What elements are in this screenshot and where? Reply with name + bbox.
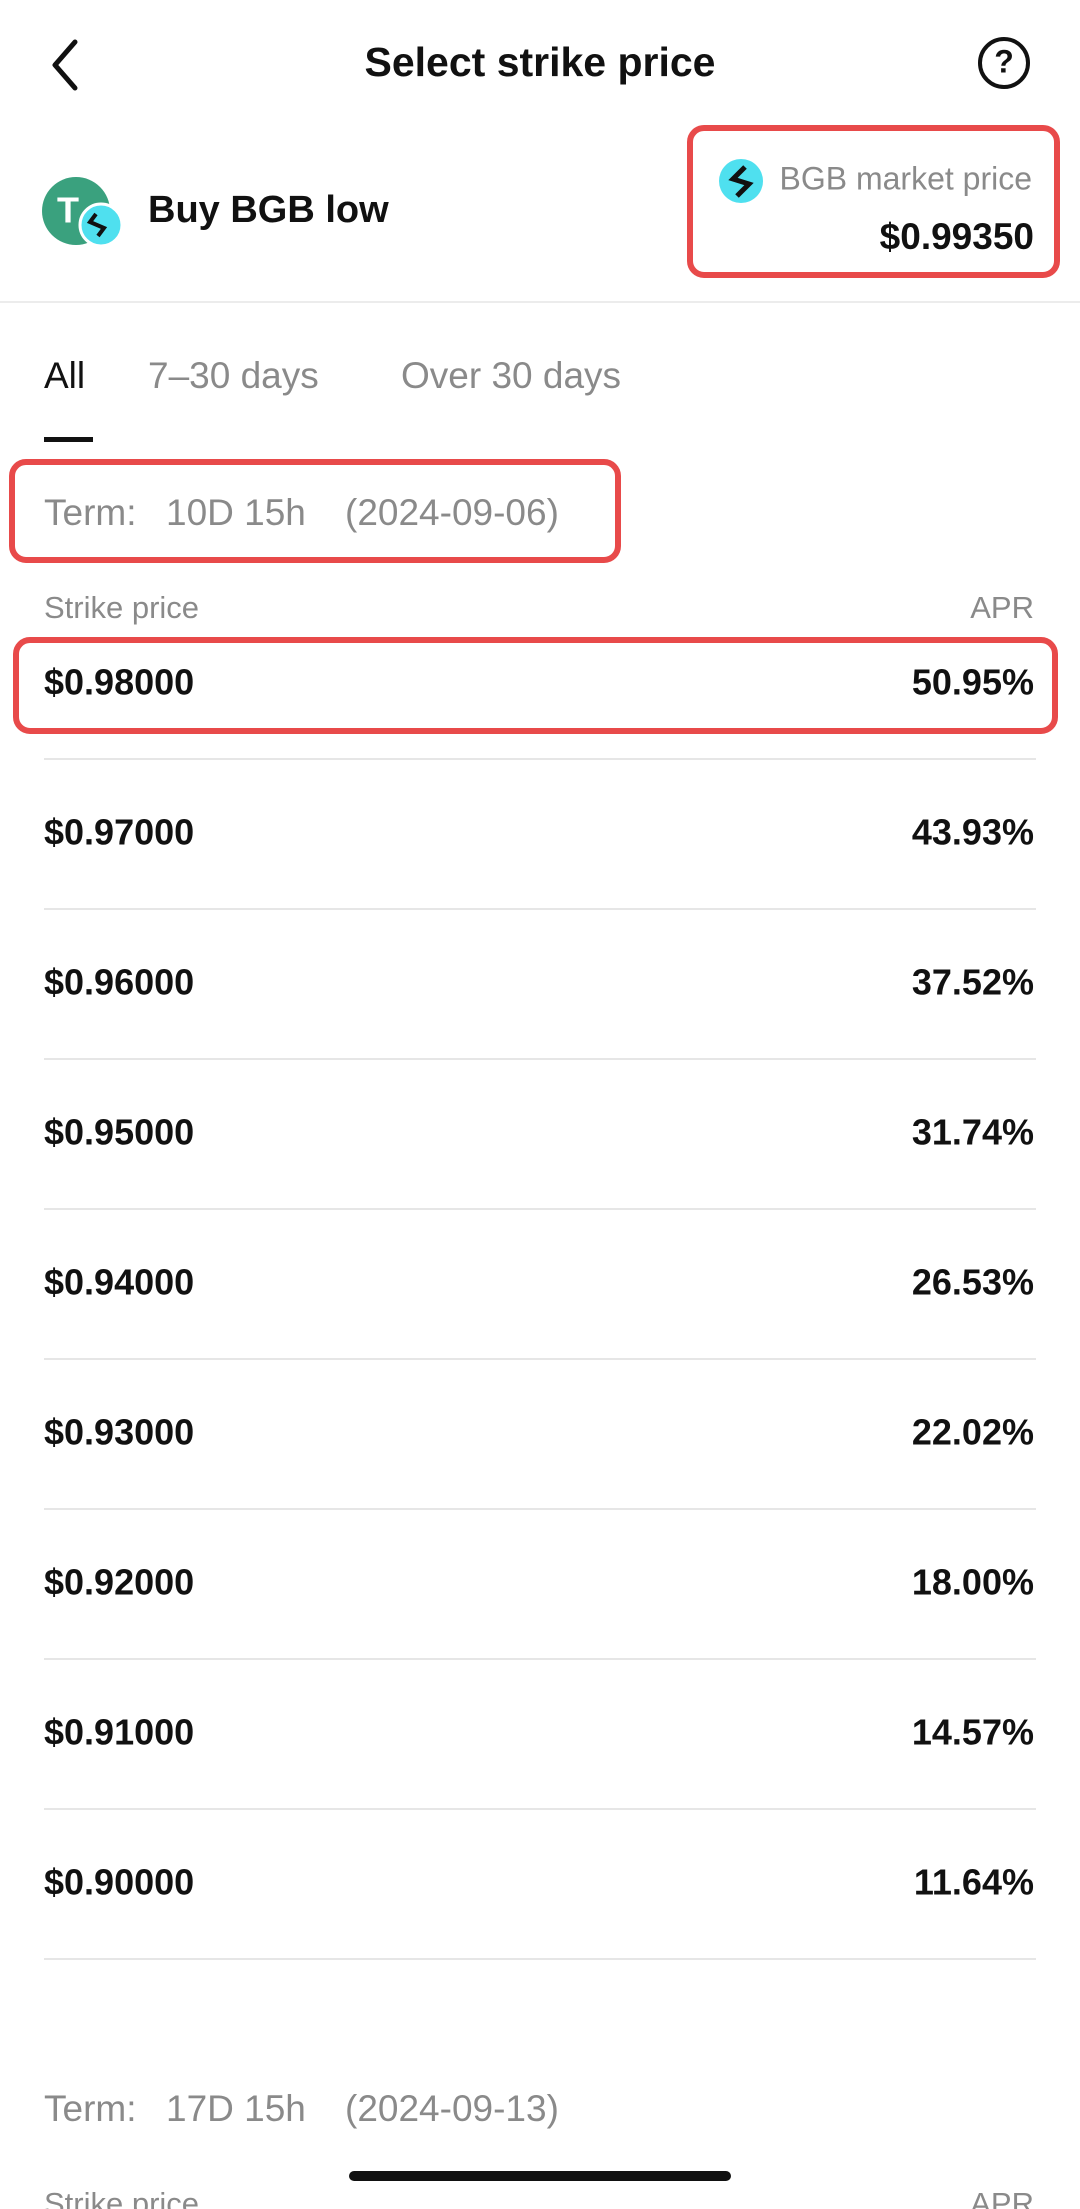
strike-price: $0.92000 <box>44 1562 194 1603</box>
page-title: Select strike price <box>365 39 716 85</box>
strike-price: $0.90000 <box>44 1862 194 1903</box>
term-label: Term: <box>44 492 137 533</box>
strike-price: $0.98000 <box>44 662 194 703</box>
term-label: Term: <box>44 2088 137 2129</box>
apr: 43.93% <box>912 812 1034 853</box>
highlight-box <box>9 459 621 563</box>
term-date: (2024-09-06) <box>345 492 559 533</box>
apr: 11.64% <box>914 1862 1034 1903</box>
apr: 50.95% <box>912 662 1034 703</box>
home-indicator <box>349 2171 731 2181</box>
apr: 22.02% <box>912 1412 1034 1453</box>
strike-price: $0.96000 <box>44 962 194 1003</box>
column-header: APR <box>970 2186 1034 2209</box>
svg-text:?: ? <box>994 43 1014 79</box>
tab[interactable]: 7–30 days <box>148 355 319 396</box>
help-button[interactable]: ? <box>978 37 1030 89</box>
apr: 37.52% <box>912 962 1034 1003</box>
apr: 14.57% <box>912 1712 1034 1753</box>
column-header: Strike price <box>44 2186 199 2209</box>
strike-price: $0.94000 <box>44 1262 194 1303</box>
term-date: (2024-09-13) <box>345 2088 559 2129</box>
apr: 31.74% <box>912 1112 1034 1153</box>
market-price-label: BGB market price <box>779 160 1032 196</box>
strike-price: $0.97000 <box>44 812 194 853</box>
term-duration: 17D 15h <box>166 2088 306 2129</box>
column-header: APR <box>970 590 1034 625</box>
market-price-icon <box>719 159 763 203</box>
tab-indicator <box>44 437 93 442</box>
term-duration: 10D 15h <box>166 492 306 533</box>
product-name: Buy BGB low <box>148 189 389 231</box>
term-groups: Term: 10D 15h (2024-09-06) Strike price APR $… <box>44 492 1036 2209</box>
tab[interactable]: Over 30 days <box>401 355 621 396</box>
strike-price: $0.95000 <box>44 1112 194 1153</box>
highlight-box <box>687 125 1060 278</box>
coin-icon: T <box>42 177 124 248</box>
column-header: Strike price <box>44 590 199 625</box>
strike-price: $0.91000 <box>44 1712 194 1753</box>
strike-price: $0.93000 <box>44 1412 194 1453</box>
svg-text:T: T <box>57 190 79 231</box>
tab[interactable]: All <box>44 355 85 396</box>
apr: 26.53% <box>912 1262 1034 1303</box>
apr: 18.00% <box>912 1562 1034 1603</box>
highlight-box <box>13 637 1058 734</box>
back-button[interactable] <box>52 39 78 91</box>
market-price: $0.99350 <box>880 216 1034 257</box>
